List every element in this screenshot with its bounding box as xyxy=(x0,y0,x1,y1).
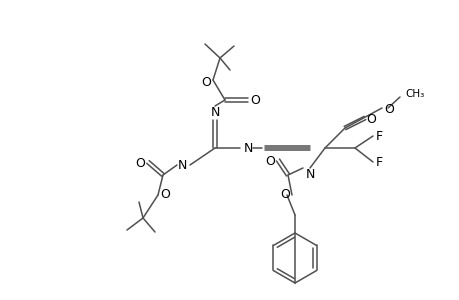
Text: N: N xyxy=(305,169,314,182)
Text: O: O xyxy=(280,188,289,202)
Text: N: N xyxy=(210,106,219,118)
Text: N: N xyxy=(243,142,252,154)
Text: O: O xyxy=(365,112,375,125)
Text: F: F xyxy=(375,130,382,142)
Text: O: O xyxy=(264,154,274,167)
Text: O: O xyxy=(135,157,145,169)
Text: O: O xyxy=(250,94,259,106)
Text: N: N xyxy=(177,158,186,172)
Text: O: O xyxy=(160,188,169,202)
Text: O: O xyxy=(383,103,393,116)
Text: F: F xyxy=(375,155,382,169)
Text: CH₃: CH₃ xyxy=(404,89,423,99)
Text: O: O xyxy=(201,76,211,88)
